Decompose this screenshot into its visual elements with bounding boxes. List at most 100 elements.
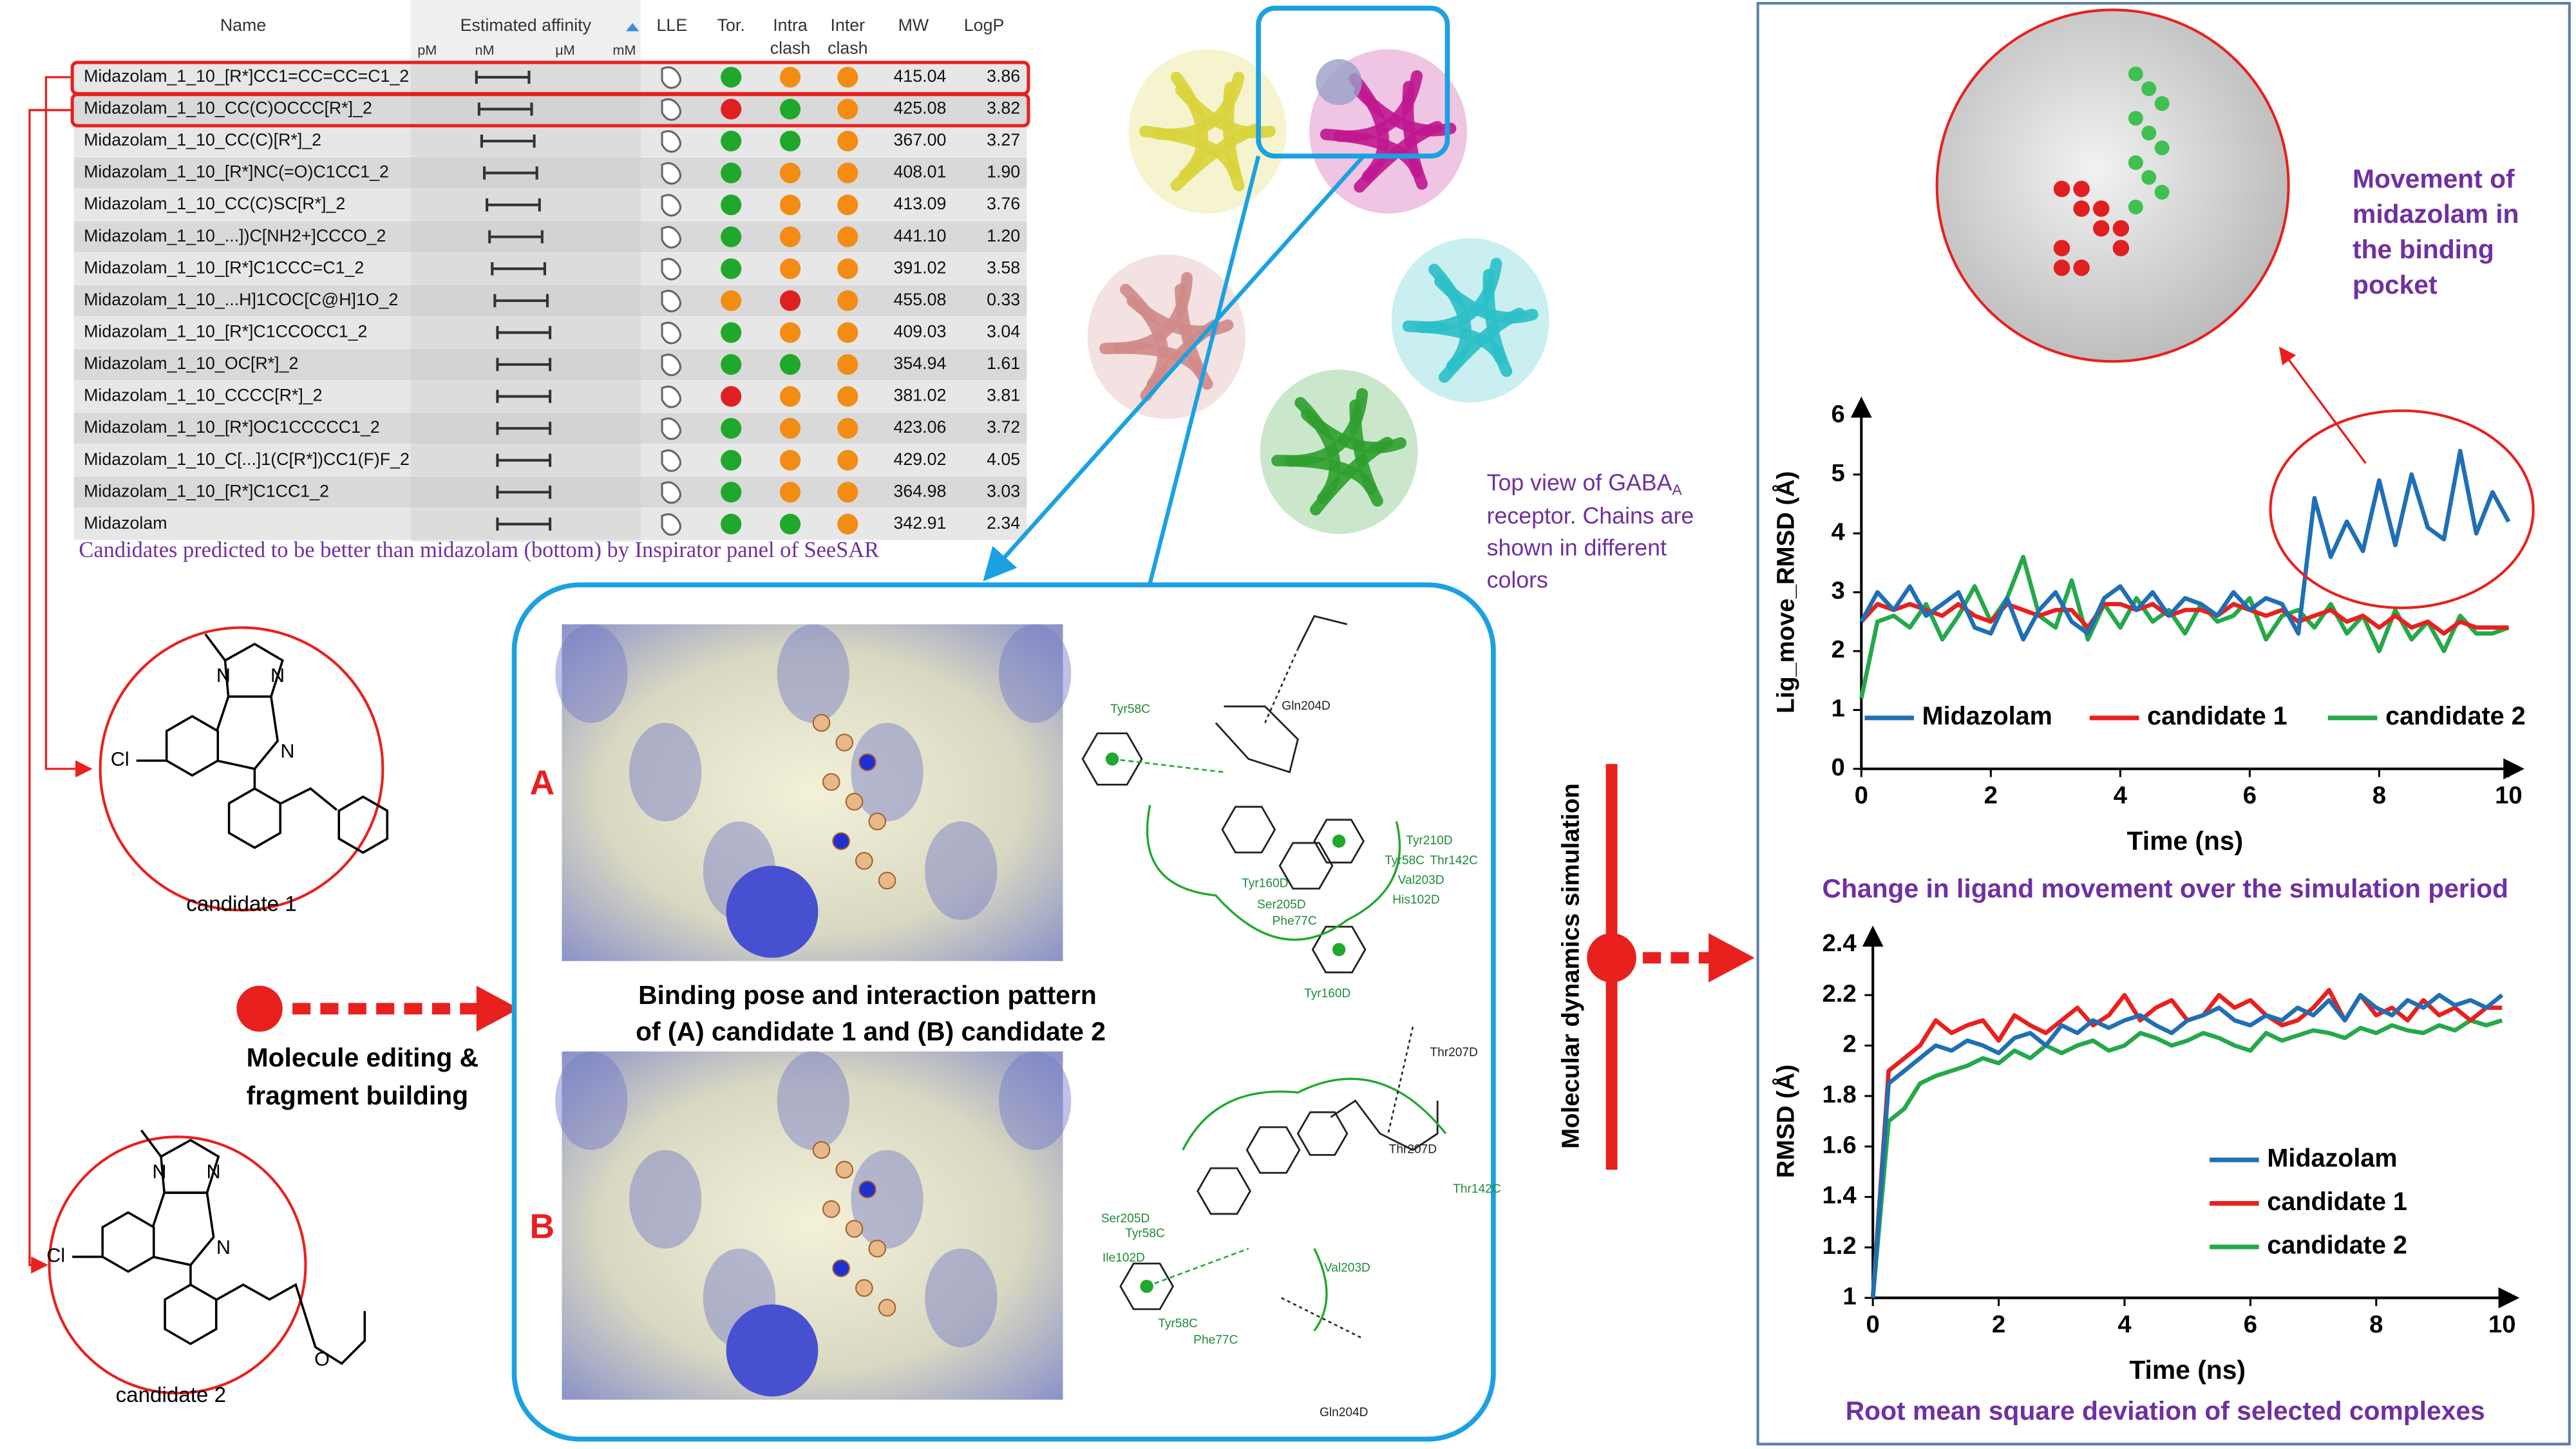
pose-red: [2093, 200, 2110, 217]
legend-label: candidate 2: [2385, 702, 2526, 730]
legend-label: candidate 1: [2267, 1188, 2407, 1216]
table-row: [73, 252, 1027, 285]
table-row: [73, 285, 1027, 317]
y-tick-label: 3: [1832, 577, 1845, 605]
structure: N N Cl N: [111, 633, 389, 855]
surface-patch: [925, 1248, 998, 1347]
mw: 408.01: [894, 162, 947, 182]
tor-dot: [721, 418, 742, 439]
panel-label: A: [529, 764, 554, 802]
logp: 0.33: [987, 290, 1020, 309]
surface-patch: [555, 624, 628, 723]
pose-red: [2073, 180, 2090, 198]
inter-dot: [837, 290, 858, 311]
logp: 3.27: [987, 130, 1020, 149]
compound-name: Midazolam_1_10_CC(C)[R*]_2: [84, 130, 321, 149]
table-header: nM: [475, 42, 494, 58]
surface-patch: [629, 723, 702, 822]
zoom-box: [1256, 5, 1450, 159]
x-tick-label: 4: [2117, 1311, 2132, 1338]
y-tick-label: 2: [1832, 636, 1845, 663]
caption-part: Top view of GABA: [1487, 470, 1672, 496]
residue-label: Thr142C: [1453, 1182, 1501, 1196]
intra-dot: [779, 482, 801, 503]
x-tick-label: 10: [2495, 781, 2523, 809]
tor-dot: [721, 226, 742, 247]
beta-strand: [1099, 342, 1206, 379]
table-caption: Candidates predicted to be better than m…: [79, 538, 879, 562]
affinity-range: [477, 102, 533, 116]
intra-dot: [779, 290, 801, 311]
candidate-circle: [99, 626, 384, 912]
lle-icon: [661, 449, 681, 472]
intra-dot: [779, 162, 801, 184]
mw: 367.00: [894, 130, 947, 149]
aromatic-ring: [1119, 1262, 1175, 1311]
beta-strand: [1354, 85, 1457, 137]
ligand-atom: [868, 1240, 887, 1258]
sort-icon: [625, 23, 639, 32]
intra-dot: [779, 99, 801, 120]
intra-dot: [779, 226, 801, 247]
inter-dot: [837, 194, 858, 216]
lle-icon: [661, 194, 681, 217]
hydrophobic-contour: [1313, 1248, 1328, 1332]
inter-dot: [837, 386, 858, 407]
h-bond: [1387, 1027, 1414, 1134]
highlight-ellipse: [2269, 409, 2535, 609]
binding-title: of (A) candidate 1 and (B) candidate 2: [636, 1016, 1106, 1046]
table-header: Name: [220, 15, 266, 35]
pose-red: [2053, 180, 2070, 198]
inter-dot: [837, 99, 858, 120]
intra-dot: [779, 386, 801, 407]
lle-icon: [661, 290, 681, 312]
inter-dot: [837, 322, 858, 343]
lle-icon: [661, 481, 681, 504]
pose-green: [2128, 199, 2143, 214]
table-row: [73, 61, 1027, 93]
protein-caption: receptor. Chains are: [1487, 503, 1694, 529]
surface-patch: [777, 624, 849, 723]
imidazole-ring: [223, 642, 284, 698]
table-header: LogP: [964, 15, 1005, 35]
y-tick-label: 1.4: [1822, 1182, 1857, 1209]
chain-body: [1087, 254, 1245, 419]
inter-dot: [837, 354, 858, 375]
tor-dot: [721, 354, 742, 375]
mw: 415.04: [894, 66, 947, 86]
mw: 441.10: [894, 226, 947, 245]
aromatic-ring: [1221, 806, 1276, 854]
legend-label: Midazolam: [1922, 702, 2052, 730]
surface-patch: [851, 723, 923, 822]
scaffold: [1215, 705, 1299, 773]
compound-name: Midazolam: [84, 513, 167, 533]
logp: 3.76: [987, 194, 1020, 213]
mw: 342.91: [894, 513, 947, 533]
lle-icon: [661, 385, 681, 408]
lle-icon: [661, 162, 681, 185]
logp: 4.05: [987, 450, 1020, 469]
pi-stack: [1146, 1247, 1249, 1287]
intra-dot: [779, 513, 801, 535]
surface-patch: [999, 624, 1072, 723]
aromatic-ring: [1197, 1167, 1251, 1215]
candidate-label: candidate 2: [116, 1383, 226, 1407]
step-dot: [236, 985, 283, 1032]
logp: 2.34: [987, 513, 1020, 533]
affinity-range: [493, 294, 549, 308]
panel-label: B: [529, 1208, 554, 1245]
compound-name: Midazolam_1_10_[R*]OC1CCCCC1_2: [84, 417, 380, 437]
binding-pose: [555, 624, 1072, 961]
x-tick-label: 10: [2488, 1311, 2516, 1338]
atom-label: N: [207, 1161, 221, 1183]
logp: 3.03: [987, 481, 1020, 500]
residue-label: Thr142C: [1430, 854, 1478, 867]
intra-dot: [779, 66, 801, 88]
residue-label: Thr207D: [1389, 1143, 1437, 1157]
residue-label: His102D: [1392, 893, 1439, 907]
side-chain: [280, 787, 338, 811]
intra-dot: [779, 194, 801, 216]
atom-label: N: [152, 1161, 166, 1183]
pose-red: [2112, 240, 2130, 256]
ligand-atom: [845, 1220, 864, 1238]
